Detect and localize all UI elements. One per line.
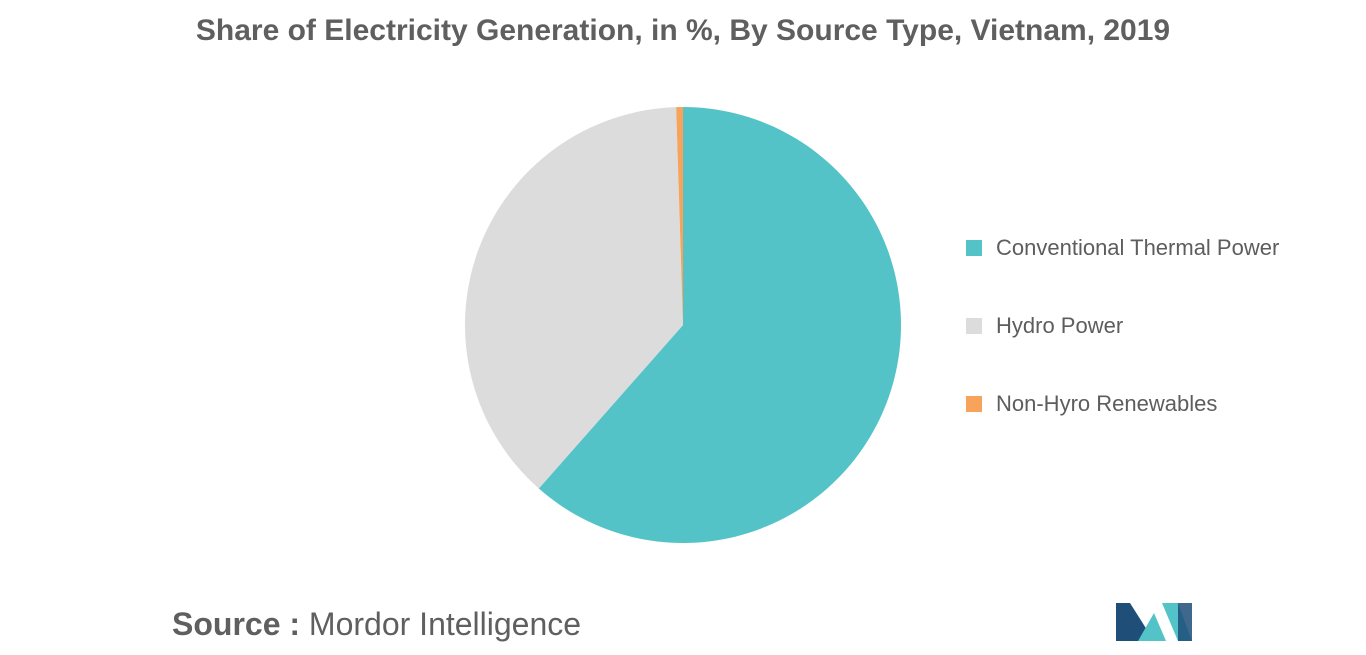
source-text: Source : Mordor Intelligence [172,606,581,643]
legend-swatch [966,240,982,256]
legend-item-conventional-thermal: Conventional Thermal Power [966,230,1279,266]
legend-swatch [966,396,982,412]
pie-slice-non-hydro-renewables [676,107,683,325]
pie-slice-hydro [464,107,683,489]
chart-legend: Conventional Thermal Power Hydro Power N… [966,230,1279,464]
legend-item-non-hydro-renewables: Non-Hyro Renewables [966,386,1279,422]
legend-label: Hydro Power [996,313,1124,338]
legend-label: Non-Hyro Renewables [996,391,1218,416]
source-prefix: Source : [172,606,301,642]
mordor-intelligence-logo [1116,603,1192,641]
chart-title: Share of Electricity Generation, in %, B… [195,14,1171,47]
pie-slice-conventional-thermal [538,107,901,543]
legend-label: Conventional Thermal Power [996,235,1280,260]
legend-item-hydro: Hydro Power [966,308,1279,344]
source-name: Mordor Intelligence [300,606,582,642]
legend-swatch [966,318,982,334]
